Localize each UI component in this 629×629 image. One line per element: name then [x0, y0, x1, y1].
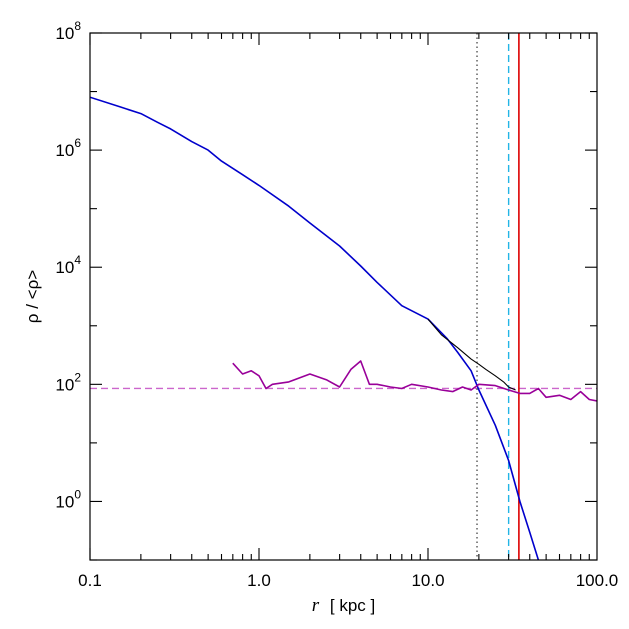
series-line-0	[90, 96, 540, 560]
x-tick-label: 1.0	[247, 571, 271, 590]
plot-frame	[89, 32, 598, 561]
x-tick-label: 0.1	[78, 571, 102, 590]
series-line-1	[427, 318, 516, 391]
series-line-2	[232, 360, 597, 402]
x-axis-variable: r	[312, 595, 320, 616]
x-axis-unit: [ kpc ]	[330, 596, 375, 615]
y-tick-label: 100	[55, 487, 81, 511]
plot-data-layer	[90, 33, 597, 560]
x-tick-label: 100.0	[576, 571, 619, 590]
y-axis-label: ρ / <ρ>	[23, 270, 42, 323]
y-tick-label: 102	[55, 370, 81, 394]
axis-ticks	[89, 32, 597, 561]
y-tick-label: 108	[55, 19, 81, 43]
y-tick-label: 104	[55, 253, 81, 277]
tick-labels: 0.1 1.0 10.0 100.0 100 102 104 106 108	[55, 19, 618, 590]
y-tick-label: 106	[55, 136, 81, 160]
x-tick-label: 10.0	[411, 571, 444, 590]
x-axis-label: r [ kpc ]	[312, 595, 376, 616]
